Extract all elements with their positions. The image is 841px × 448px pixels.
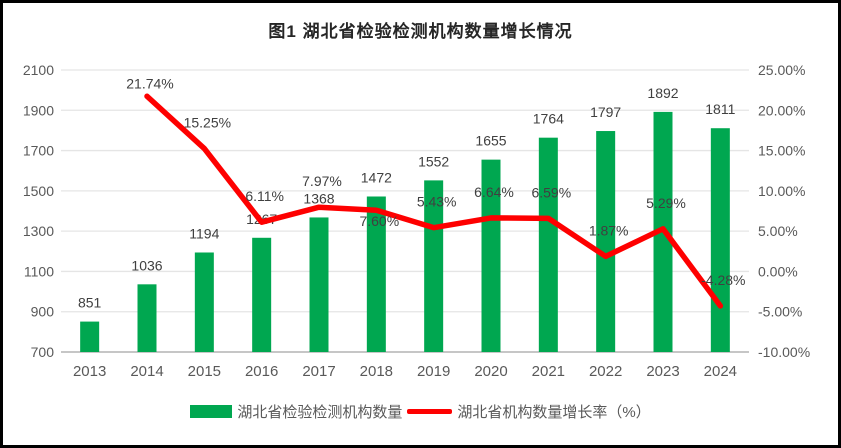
x-axis-label-2021: 2021 bbox=[532, 363, 565, 380]
x-axis-label-2017: 2017 bbox=[302, 363, 335, 380]
growth-value-label: 1.87% bbox=[589, 222, 629, 238]
legend-bar-swatch-icon bbox=[190, 405, 233, 418]
x-axis-label-2023: 2023 bbox=[646, 363, 679, 380]
left-axis-tick-label: 900 bbox=[31, 304, 55, 320]
x-axis-label-2015: 2015 bbox=[188, 363, 221, 380]
right-axis-tick-label: 10.00% bbox=[758, 183, 805, 199]
bar-value-label: 1655 bbox=[475, 133, 506, 149]
bar-2024 bbox=[710, 128, 730, 352]
bar-value-label: 1472 bbox=[361, 169, 392, 185]
growth-value-label: 7.97% bbox=[302, 173, 342, 189]
legend-label-institutions: 湖北省检验检测机构数量 bbox=[237, 404, 403, 421]
bar-value-label: 1552 bbox=[418, 153, 449, 169]
x-axis-label-2020: 2020 bbox=[474, 363, 507, 380]
bar-2019 bbox=[424, 180, 444, 352]
left-axis-tick-label: 700 bbox=[31, 344, 55, 360]
right-axis-tick-label: 25.00% bbox=[758, 62, 805, 78]
growth-value-label: 6.59% bbox=[531, 184, 571, 200]
bar-value-label: 1194 bbox=[189, 225, 219, 241]
x-axis-label-2019: 2019 bbox=[417, 363, 450, 380]
right-axis-tick-label: 5.00% bbox=[758, 223, 798, 239]
bar-2022 bbox=[596, 131, 616, 352]
bar-value-label: 851 bbox=[78, 295, 102, 311]
x-axis-label-2014: 2014 bbox=[130, 363, 163, 380]
left-axis-tick-label: 1900 bbox=[23, 102, 54, 118]
bar-value-label: 1368 bbox=[303, 190, 334, 206]
bar-value-label: 1764 bbox=[533, 111, 564, 127]
x-axis-label-2013: 2013 bbox=[73, 363, 106, 380]
chart-canvas: 700 900 1100 1300 1500 1700 1900 2100 -10.00% -5.… bbox=[23, 62, 810, 380]
bar-2020 bbox=[481, 159, 501, 352]
legend-item-growth-rate: 湖北省机构数量增长率（%） bbox=[402, 401, 651, 422]
bar-value-label: 1892 bbox=[647, 85, 678, 101]
bar-2015 bbox=[194, 252, 214, 352]
growth-value-label: 6.11% bbox=[245, 188, 284, 204]
right-axis-tick-label: 20.00% bbox=[758, 102, 805, 118]
right-axis-tick-label: 15.00% bbox=[758, 143, 805, 159]
x-axis-label-2024: 2024 bbox=[704, 363, 737, 380]
growth-value-label: 21.74% bbox=[126, 75, 173, 91]
bar-2014 bbox=[137, 284, 157, 352]
left-axis-tick-label: 1300 bbox=[23, 223, 54, 239]
bar-2013 bbox=[80, 321, 100, 352]
bar-2018 bbox=[366, 196, 386, 352]
growth-value-label: 15.25% bbox=[184, 115, 231, 131]
left-axis-tick-label: 1100 bbox=[24, 263, 54, 279]
bar-2016 bbox=[252, 237, 272, 352]
left-axis-tick-label: 1700 bbox=[23, 143, 54, 159]
bar-2021 bbox=[538, 137, 558, 352]
legend-line-marker-icon bbox=[407, 409, 453, 414]
legend-label-growth-rate: 湖北省机构数量增长率（%） bbox=[457, 404, 651, 421]
chart-legend: 湖北省检验检测机构数量 湖北省机构数量增长率（%） bbox=[3, 401, 838, 422]
bar-2017 bbox=[309, 217, 329, 352]
right-axis-tick-label: -10.00% bbox=[758, 344, 810, 360]
x-axis-label-2022: 2022 bbox=[589, 363, 622, 380]
chart-title: 图1 湖北省检验检测机构数量增长情况 bbox=[268, 22, 573, 41]
right-axis-tick-label: -5.00% bbox=[758, 304, 802, 320]
right-axis-tick-label: 0.00% bbox=[758, 263, 798, 279]
bar-value-label: 1036 bbox=[131, 257, 162, 273]
growth-value-label: 7.60% bbox=[359, 213, 399, 229]
bar-value-label: 1797 bbox=[590, 104, 621, 120]
left-axis-tick-label: 2100 bbox=[23, 62, 54, 78]
x-axis-label-2016: 2016 bbox=[245, 363, 278, 380]
x-axis-label-2018: 2018 bbox=[360, 363, 393, 380]
growth-value-label: -4.28% bbox=[701, 272, 745, 288]
growth-rate-line bbox=[144, 93, 724, 309]
growth-value-label: 6.64% bbox=[474, 184, 514, 200]
bar-value-label: 1811 bbox=[705, 101, 735, 117]
legend-item-institutions: 湖北省检验检测机构数量 bbox=[190, 401, 402, 422]
left-axis-tick-label: 1500 bbox=[23, 183, 54, 199]
growth-value-label: 5.43% bbox=[417, 194, 457, 210]
growth-value-label: 5.29% bbox=[646, 195, 686, 211]
